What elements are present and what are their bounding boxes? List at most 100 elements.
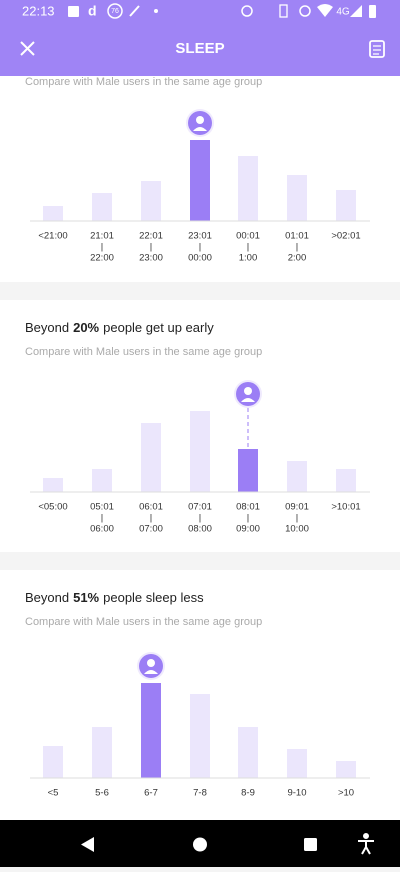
- x-tick-label: 10:00: [285, 524, 309, 535]
- x-tick-label: 05:01: [90, 502, 114, 513]
- x-tick-label: |: [199, 513, 201, 524]
- back-button[interactable]: [81, 837, 94, 852]
- report-lines: [373, 45, 381, 55]
- x-tick-label: 08:01: [236, 502, 260, 513]
- bar: [238, 449, 258, 492]
- avatar-body: [193, 127, 207, 131]
- x-tick-label: 08:00: [188, 524, 212, 535]
- x-tick-label: 22:00: [90, 253, 114, 264]
- x-tick-label: >02:01: [331, 231, 360, 242]
- x-tick-label: 06:00: [90, 524, 114, 535]
- x-tick-label: 22:01: [139, 231, 163, 242]
- wifi-icon: [317, 4, 333, 17]
- title-highlight: 20%: [73, 320, 99, 335]
- bar: [238, 156, 258, 221]
- x-tick-label: 00:01: [236, 231, 260, 242]
- x-tick-label: 2:00: [288, 253, 307, 264]
- title-highlight: 51%: [73, 590, 99, 605]
- status-time: 22:13: [22, 3, 55, 18]
- title-suffix: people get up early: [103, 320, 214, 335]
- x-tick-label: |: [247, 513, 249, 524]
- signal-icon: [350, 5, 362, 17]
- avatar-head: [244, 387, 252, 395]
- recents-button[interactable]: [304, 838, 317, 851]
- x-tick-label: <21:00: [38, 231, 67, 242]
- app-bar: [0, 0, 400, 76]
- bar: [336, 190, 356, 221]
- bar: [43, 478, 63, 492]
- section-title: Beyond 20% people get up early: [25, 320, 214, 335]
- bar: [43, 206, 63, 221]
- battery-icon: [369, 5, 376, 18]
- section-subtitle: Compare with Male users in the same age …: [25, 76, 262, 88]
- bar: [141, 423, 161, 492]
- x-tick-label: 7-8: [193, 788, 207, 799]
- x-tick-label: 9-10: [287, 788, 306, 799]
- title-prefix: Beyond: [25, 590, 69, 605]
- bar: [190, 694, 210, 778]
- bar: [287, 175, 307, 221]
- avatar-head: [196, 116, 204, 124]
- section-subtitle: Compare with Male users in the same age …: [25, 616, 262, 628]
- avatar-body: [241, 398, 255, 402]
- header-title: SLEEP: [175, 40, 224, 57]
- bar: [287, 461, 307, 492]
- report-button[interactable]: [369, 40, 385, 58]
- x-tick-label: 01:01: [285, 231, 309, 242]
- x-tick-label: 09:01: [285, 502, 309, 513]
- x-tick-label: 21:01: [90, 231, 114, 242]
- vibrate-icon: [279, 4, 288, 18]
- x-tick-label: 23:00: [139, 253, 163, 264]
- x-tick-label: 8-9: [241, 788, 255, 799]
- bar: [190, 411, 210, 492]
- badge-circle: [107, 3, 123, 19]
- x-tick-label: >10:01: [331, 502, 360, 513]
- x-tick-label: 07:01: [188, 502, 212, 513]
- alarm-icon: [241, 5, 253, 17]
- bar: [336, 761, 356, 778]
- avatar-head: [147, 659, 155, 667]
- section-title: Beyond 51% people sleep less: [25, 590, 204, 605]
- x-tick-label: 09:00: [236, 524, 260, 535]
- section-subtitle: Compare with Male users in the same age …: [25, 346, 262, 358]
- title-prefix: Beyond: [25, 320, 69, 335]
- close-button[interactable]: [20, 41, 35, 56]
- avatar-body: [144, 670, 158, 674]
- x-tick-label: 23:01: [188, 231, 212, 242]
- x-tick-label: 06:01: [139, 502, 163, 513]
- x-tick-label: 6-7: [144, 788, 158, 799]
- x-tick-label: <05:00: [38, 502, 67, 513]
- dnd-icon: [299, 5, 311, 17]
- bar: [238, 727, 258, 778]
- bar: [287, 749, 307, 778]
- bar: [43, 746, 63, 778]
- bar: [141, 181, 161, 221]
- x-tick-label: >10: [338, 788, 354, 799]
- accessibility-button[interactable]: [358, 833, 374, 855]
- title-suffix: people sleep less: [103, 590, 204, 605]
- x-tick-label: <5: [48, 788, 59, 799]
- x-tick-label: |: [199, 242, 201, 253]
- bar: [92, 727, 112, 778]
- bar: [92, 469, 112, 492]
- status-badge: 76: [111, 8, 119, 15]
- x-tick-label: 5-6: [95, 788, 109, 799]
- bar: [336, 469, 356, 492]
- x-tick-label: 1:00: [239, 253, 258, 264]
- dot-icon: [154, 9, 158, 13]
- x-tick-label: |: [150, 513, 152, 524]
- bar: [92, 193, 112, 221]
- bar: [141, 683, 161, 778]
- x-tick-label: |: [101, 513, 103, 524]
- x-tick-label: |: [150, 242, 152, 253]
- gallery-icon: [68, 6, 79, 17]
- x-tick-label: |: [247, 242, 249, 253]
- x-tick-label: |: [296, 242, 298, 253]
- x-tick-label: |: [296, 513, 298, 524]
- home-button[interactable]: [193, 837, 207, 852]
- pen-icon: [129, 5, 140, 17]
- bar: [190, 140, 210, 221]
- d-icon: d: [88, 3, 97, 19]
